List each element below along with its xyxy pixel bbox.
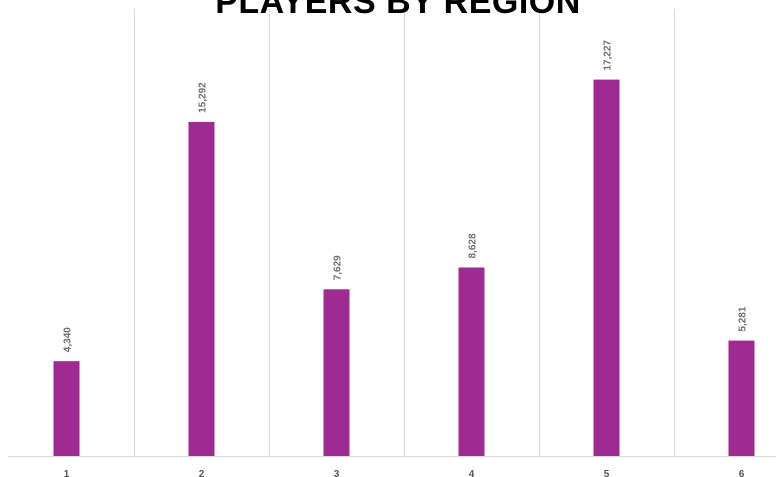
data-labels: 4,340 15,292 7,629 8,628 17,227 5,281	[63, 40, 749, 353]
data-label: 4,340	[63, 327, 74, 352]
x-tick-label: 3	[334, 469, 340, 477]
x-tick-label: 1	[64, 469, 70, 477]
bar	[188, 121, 215, 457]
bar	[728, 340, 755, 456]
x-tick-label: 5	[604, 469, 610, 477]
data-label: 5,281	[738, 306, 749, 331]
data-label: 8,628	[468, 233, 479, 258]
bar	[323, 289, 350, 456]
bars	[53, 79, 755, 457]
gridlines	[134, 9, 675, 456]
bar	[593, 79, 620, 456]
x-tick-label: 4	[469, 469, 475, 477]
x-tick-label: 2	[199, 469, 205, 477]
x-axis-tick-labels: 1 2 3 4 5 6	[64, 469, 745, 477]
chart-title: PLAYERS BY REGION	[215, 0, 581, 21]
data-label: 7,629	[333, 255, 344, 280]
data-label: 17,227	[603, 40, 614, 71]
x-tick-label: 6	[739, 469, 745, 477]
data-label: 15,292	[198, 82, 209, 113]
bar	[458, 267, 485, 456]
bar	[53, 361, 80, 456]
